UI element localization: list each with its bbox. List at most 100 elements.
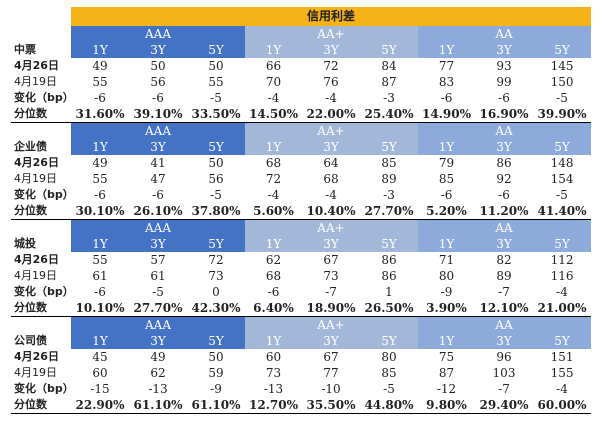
credit-spread-table-container: 信用利差 AAA AA+ AA 中票 1Y 3Y 5Y 1Y 3Y 5Y 1Y 3Y 5Y 4月26日 49… [11, 7, 592, 414]
tenor-label: 5Y [360, 333, 418, 349]
table-cell: 86 [381, 253, 397, 267]
table-row: 4月26日 49 41 50 68 64 85 79 86 148 [11, 155, 591, 171]
table-cell: 93 [496, 59, 512, 73]
row-label: 变化（bp） [14, 382, 71, 395]
table-cell: 154 [550, 172, 574, 186]
table-cell: 61 [150, 269, 166, 283]
table-cell: 31.60% [71, 106, 129, 123]
table-cell: 14.90% [418, 106, 475, 123]
table-cell: 33.50% [187, 106, 245, 123]
table-cell: 61.10% [129, 397, 187, 414]
table-cell: 76 [323, 75, 339, 89]
table-cell: 62 [265, 253, 282, 267]
table-cell: 60.00% [533, 397, 592, 414]
tenor-label: 3Y [302, 42, 360, 58]
table-cell: -7 [498, 382, 510, 396]
table-cell: 12.10% [475, 300, 533, 317]
tenor-label: 3Y [475, 42, 533, 58]
table-cell: 155 [550, 366, 574, 380]
table-cell: 148 [550, 156, 574, 170]
table-cell: 41.40% [533, 203, 592, 220]
rating-fill-aa [418, 26, 475, 42]
table-cell: 29.40% [475, 397, 533, 414]
rating-header-row: AAA AA+ AA [11, 122, 592, 139]
row-label: 4月26日 [14, 59, 59, 72]
table-cell: -9 [440, 285, 453, 299]
table-cell: -5 [556, 188, 568, 202]
rating-label-aaa: AAA [129, 316, 187, 333]
table-cell: -7 [325, 285, 337, 299]
rating-fill-aaa [71, 122, 129, 139]
table-cell: 70 [265, 75, 282, 89]
table-cell: 83 [438, 75, 455, 89]
table-row: 4月19日 60 62 59 73 77 85 87 103 155 [11, 365, 591, 381]
rating-fill-aaplus [245, 316, 302, 333]
table-row: 4月19日 55 56 55 70 76 87 83 99 150 [11, 74, 591, 90]
rating-fill-aa [533, 316, 592, 333]
rating-header-row: AAA AA+ AA [11, 219, 592, 236]
table-cell: 103 [492, 366, 516, 380]
table-cell: 66 [265, 59, 282, 73]
tenor-label: 1Y [245, 42, 302, 58]
table-cell: 87 [381, 75, 397, 89]
row-label: 分位数 [11, 397, 71, 414]
rating-fill-aaa [71, 316, 129, 333]
table-row: 变化（bp） -6 -6 -5 -4 -4 -3 -6 -6 -5 [11, 90, 591, 106]
table-row: 变化（bp） -6 -5 0 -6 -7 1 -9 -7 -4 [11, 284, 591, 300]
table-cell: -4 [267, 188, 280, 202]
table-cell: 55 [92, 172, 108, 186]
tenor-label: 5Y [360, 42, 418, 58]
table-cell: 61 [92, 269, 108, 283]
rating-label-aaplus: AA+ [302, 219, 360, 236]
table-cell: 18.90% [302, 300, 360, 317]
table-cell: 5.20% [418, 203, 475, 220]
table-cell: 1 [385, 285, 393, 299]
table-row: 4月26日 45 49 50 60 67 80 75 96 151 [11, 349, 591, 365]
table-cell: -4 [556, 382, 568, 396]
table-row: 分位数 10.10% 27.70% 42.30% 6.40% 18.90% 26.50% 3.… [11, 300, 592, 317]
table-cell: 56 [150, 75, 166, 89]
table-cell: 77 [323, 366, 339, 380]
table-cell: 72 [265, 172, 282, 186]
rating-fill-aaplus [360, 122, 418, 139]
table-cell: 85 [381, 366, 397, 380]
table-cell: -5 [152, 285, 164, 299]
tenor-label: 3Y [475, 236, 533, 252]
table-cell: -6 [498, 91, 510, 105]
table-cell: -4 [267, 91, 280, 105]
table-row: 4月26日 55 57 72 62 67 86 71 82 112 [11, 252, 591, 268]
table-cell: 99 [496, 75, 512, 89]
row-label: 分位数 [11, 106, 71, 123]
table-cell: 72 [208, 253, 224, 267]
table-cell: 67 [323, 350, 339, 364]
tenor-label: 1Y [418, 333, 475, 349]
table-cell: 82 [496, 253, 512, 267]
table-cell: -6 [152, 91, 164, 105]
row-label: 分位数 [11, 300, 71, 317]
table-cell: 21.00% [533, 300, 592, 317]
table-row: 变化（bp） -15 -13 -9 -13 -10 -5 -12 -7 -4 [11, 381, 591, 397]
rating-fill-aaplus [245, 26, 302, 42]
table-cell: 50 [150, 59, 166, 73]
row-label: 变化（bp） [14, 285, 71, 298]
table-cell: 49 [92, 156, 108, 170]
table-cell: -3 [383, 91, 395, 105]
table-cell: -6 [152, 188, 164, 202]
table-cell: 73 [265, 366, 282, 380]
table-cell: 145 [550, 59, 574, 73]
table-cell: 61.10% [187, 397, 245, 414]
row-label: 变化（bp） [14, 91, 71, 104]
rating-label-aa: AA [475, 219, 533, 236]
table-cell: 72 [323, 59, 339, 73]
section-title: 中票 [14, 43, 36, 56]
rating-label-aa: AA [475, 26, 533, 42]
section-name [11, 26, 71, 42]
rating-fill-aaa [71, 219, 129, 236]
rating-fill-aaplus [245, 219, 302, 236]
row-label: 分位数 [11, 203, 71, 220]
table-cell: 96 [496, 350, 512, 364]
row-label: 4月19日 [14, 366, 57, 379]
table-cell: 68 [265, 156, 282, 170]
rating-header-row: AAA AA+ AA [11, 26, 592, 42]
tenor-label: 3Y [129, 139, 187, 155]
